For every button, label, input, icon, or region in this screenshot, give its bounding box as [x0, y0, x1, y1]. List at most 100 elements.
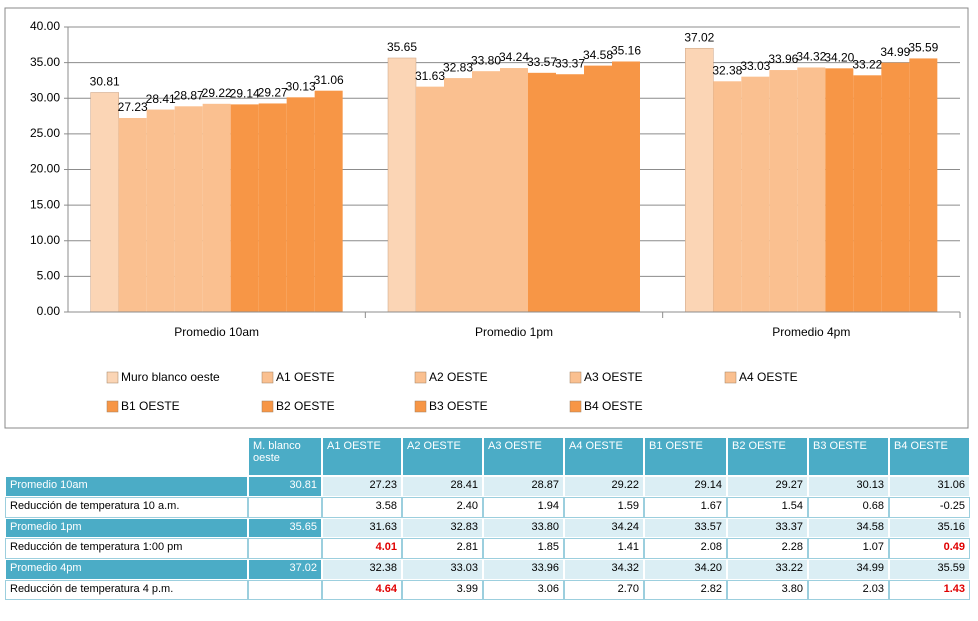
legend-label: Muro blanco oeste: [121, 370, 220, 384]
table-cell: Promedio 10am: [5, 476, 248, 497]
chart: 0.00 5.00 10.00 15.00 20.00 25.00 30.00 35.00 40…: [4, 7, 969, 429]
table-cell: 31.06: [889, 476, 970, 497]
legend-swatch: [106, 400, 119, 413]
x-tick-label: Promedio 10am: [174, 325, 259, 339]
table-cell: [248, 497, 322, 518]
table-cell: 1.54: [727, 497, 808, 518]
legend-label: A2 OESTE: [429, 370, 488, 384]
bar: [881, 62, 910, 312]
y-tick-label: 30.00: [30, 90, 60, 104]
table-cell: 1.94: [483, 497, 564, 518]
bar: [174, 106, 203, 313]
data-label: 35.16: [611, 44, 641, 58]
table-cell: 0.49: [889, 538, 970, 559]
data-label: 33.37: [555, 56, 585, 70]
data-label: 28.87: [174, 88, 204, 102]
table-cell: 1.67: [644, 497, 727, 518]
table-cell: B3 OESTE: [808, 437, 889, 476]
bar: [387, 57, 417, 313]
table-cell: A3 OESTE: [483, 437, 564, 476]
data-label: 31.06: [314, 73, 344, 87]
table-cell: 33.37: [727, 518, 808, 538]
table-cell: 0.68: [808, 497, 889, 518]
data-label: 33.03: [740, 59, 770, 73]
table-cell: 2.81: [402, 538, 483, 559]
table-cell: 3.58: [322, 497, 402, 518]
table-cell: 33.80: [483, 518, 564, 538]
table-cell: 4.01: [322, 538, 402, 559]
legend-swatch: [261, 371, 274, 384]
bar: [230, 104, 259, 312]
y-tick-label: 0.00: [37, 304, 61, 318]
bar: [909, 58, 938, 312]
table-cell: 29.14: [644, 476, 727, 497]
table-cell: 33.57: [644, 518, 727, 538]
bar: [90, 92, 119, 313]
legend-swatch: [724, 371, 737, 384]
table-cell: Promedio 1pm: [5, 518, 248, 538]
y-tick-label: 35.00: [30, 55, 60, 69]
table-cell: 1.07: [808, 538, 889, 559]
table-cell: A1 OESTE: [322, 437, 402, 476]
bar: [556, 74, 584, 313]
table-cell: 28.41: [402, 476, 483, 497]
table-cell: 4.64: [322, 580, 402, 600]
bar: [314, 90, 343, 312]
table-cell: 27.23: [322, 476, 402, 497]
legend-swatch: [569, 400, 582, 413]
legend-swatch: [414, 400, 427, 413]
bar: [528, 72, 556, 312]
bar: [612, 61, 640, 312]
y-tick-label: 25.00: [30, 126, 60, 140]
table-cell: 2.70: [564, 580, 644, 600]
table-cell: 1.43: [889, 580, 970, 600]
table-cell: B2 OESTE: [727, 437, 808, 476]
table-cell: 33.22: [727, 559, 808, 580]
table-cell: 3.80: [727, 580, 808, 600]
data-label: 33.22: [852, 57, 882, 71]
table-cell: 35.16: [889, 518, 970, 538]
data-label: 37.02: [684, 30, 714, 44]
table-cell: A4 OESTE: [564, 437, 644, 476]
table-cell: 2.28: [727, 538, 808, 559]
data-label: 33.80: [471, 53, 501, 67]
legend-swatch: [106, 371, 119, 384]
table-cell: A2 OESTE: [402, 437, 483, 476]
bar: [472, 71, 500, 312]
legend-swatch: [261, 400, 274, 413]
data-label: 32.38: [712, 63, 742, 77]
data-label: 34.20: [824, 50, 854, 64]
table-cell: Reducción de temperatura 10 a.m.: [5, 497, 248, 518]
table-cell: 32.83: [402, 518, 483, 538]
bar: [118, 117, 147, 312]
bar: [500, 68, 528, 312]
legend-swatch: [414, 371, 427, 384]
data-label: 34.24: [499, 50, 529, 64]
legend-label: B2 OESTE: [276, 399, 335, 413]
table-cell: B1 OESTE: [644, 437, 727, 476]
table-cell: 34.20: [644, 559, 727, 580]
table-cell: 3.99: [402, 580, 483, 600]
table-cell: 3.06: [483, 580, 564, 600]
data-label: 33.96: [768, 52, 798, 66]
y-tick-label: 40.00: [30, 19, 60, 33]
table-cell: 34.24: [564, 518, 644, 538]
legend-label: A4 OESTE: [739, 370, 798, 384]
table-cell: [248, 538, 322, 559]
table-cell: 34.32: [564, 559, 644, 580]
data-label: 30.81: [90, 75, 120, 89]
table-cell: 1.41: [564, 538, 644, 559]
bar: [286, 97, 315, 312]
legend-label: B1 OESTE: [121, 399, 180, 413]
table-cell: -0.25: [889, 497, 970, 518]
data-label: 33.57: [527, 55, 557, 69]
data-label: 32.83: [443, 60, 473, 74]
table-cell: B4 OESTE: [889, 437, 970, 476]
table-cell: 32.38: [322, 559, 402, 580]
data-label: 29.14: [230, 87, 260, 101]
bar: [825, 68, 854, 312]
table-cell: 28.87: [483, 476, 564, 497]
table-cell: 30.13: [808, 476, 889, 497]
table-cell: 30.81: [248, 476, 322, 497]
